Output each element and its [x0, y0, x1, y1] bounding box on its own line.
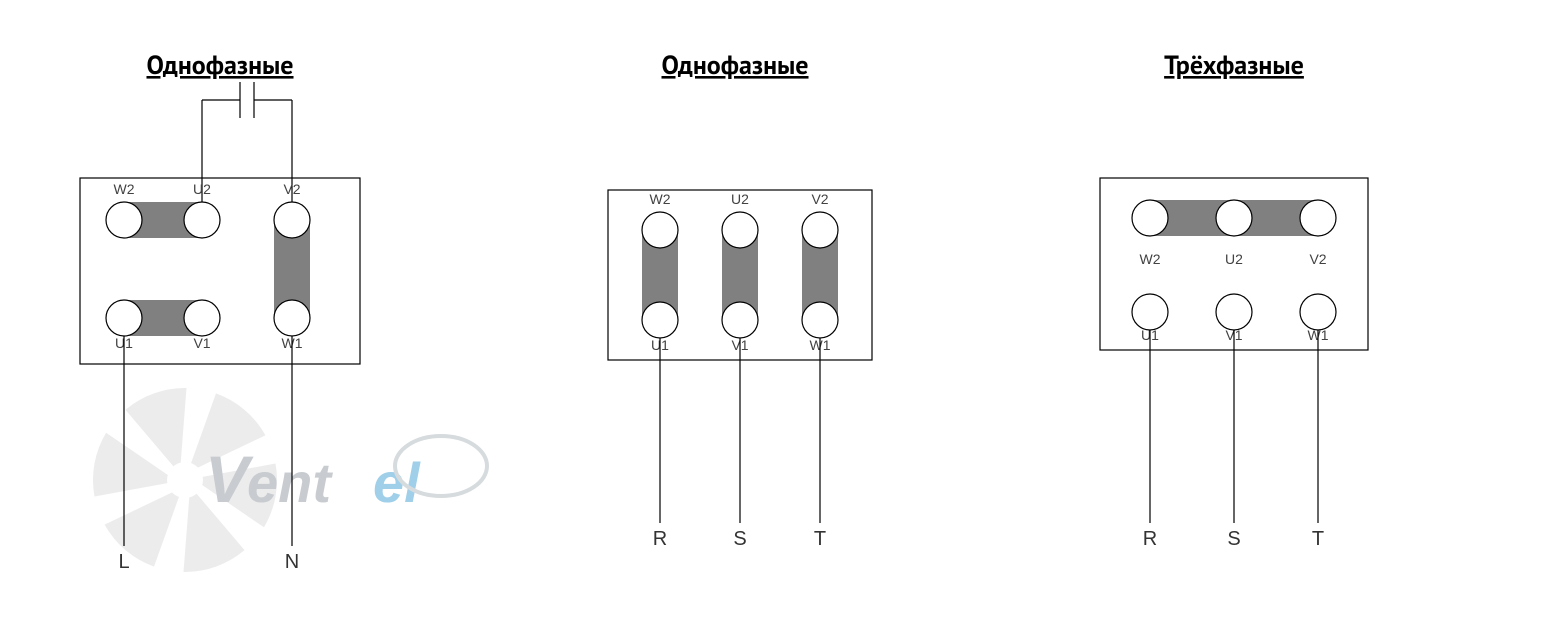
lead-label: L [118, 551, 129, 573]
terminal-label: V2 [1309, 251, 1326, 267]
diagram-title: Однофазные [661, 49, 808, 82]
lead-label: N [285, 551, 299, 573]
terminal-label: W2 [114, 181, 135, 197]
terminal-label: V2 [811, 191, 828, 207]
terminal-label: W2 [650, 191, 671, 207]
watermark: Ventel [93, 388, 487, 572]
terminal-label: U2 [731, 191, 749, 207]
lead-label: T [1312, 528, 1324, 550]
diagram-title: Трёхфазные [1164, 49, 1304, 82]
diagram-title: Однофазные [146, 49, 293, 82]
diagram-2: ОднофазныеW2U2V2U1V1W1RST [608, 49, 872, 550]
terminal-label: V1 [193, 335, 210, 351]
lead-label: S [733, 528, 746, 550]
terminal-label: W2 [1140, 251, 1161, 267]
diagram-3: ТрёхфазныеW2U2V2U1V1W1RST [1100, 49, 1368, 550]
capacitor [202, 82, 292, 202]
terminal-label: V2 [283, 181, 300, 197]
svg-text:ent: ent [247, 451, 333, 514]
lead-label: R [653, 528, 667, 550]
terminal-label: U2 [193, 181, 211, 197]
lead-label: T [814, 528, 826, 550]
terminal-label: U2 [1225, 251, 1243, 267]
lead-label: S [1227, 528, 1240, 550]
lead-label: R [1143, 528, 1157, 550]
